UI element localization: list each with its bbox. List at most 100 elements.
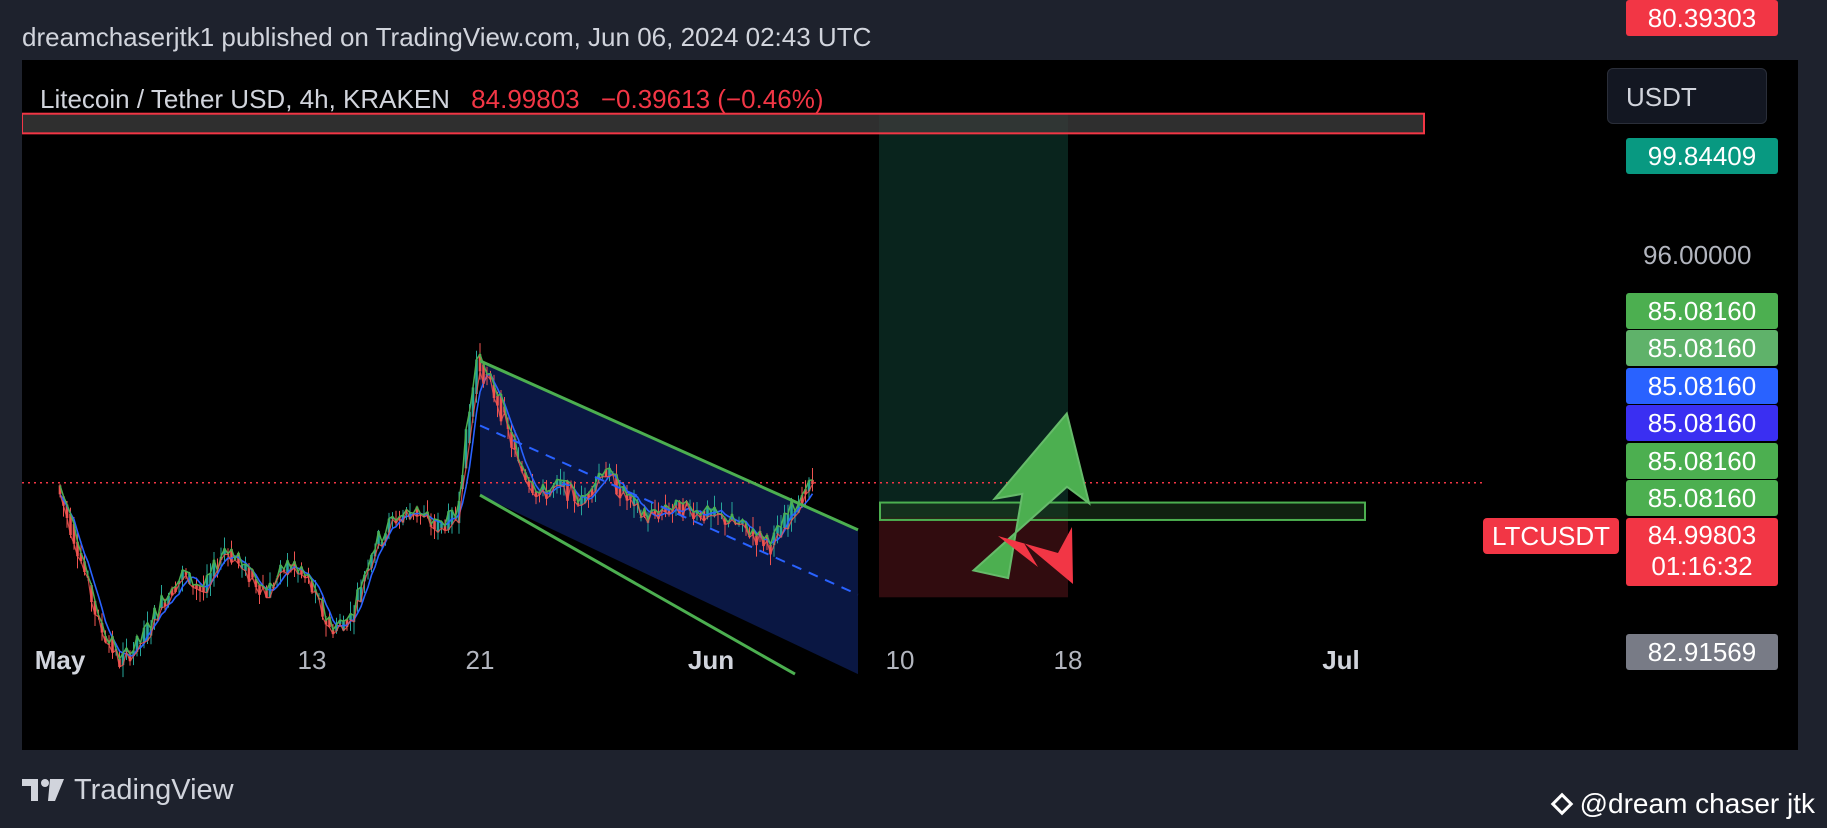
candle-body: [723, 517, 727, 525]
candle-body: [741, 519, 744, 525]
candle-body: [167, 595, 170, 604]
candle-body: [594, 483, 597, 491]
channel-midline-dashed: [479, 424, 859, 596]
candle-body: [580, 495, 583, 506]
candle-body: [293, 561, 296, 569]
symbol-legend[interactable]: Litecoin / Tether USD, 4h, KRAKEN 84.998…: [40, 84, 823, 115]
candle-body: [590, 488, 594, 496]
price-change: −0.39613 (−0.46%): [600, 84, 824, 114]
candle-body: [555, 479, 559, 486]
candle-body: [499, 393, 503, 422]
candle-body: [667, 508, 671, 515]
candle-body: [384, 533, 387, 541]
x-axis-tick: 21: [465, 645, 495, 675]
price-badge: 80.39303: [1626, 0, 1778, 36]
candle-body: [597, 473, 601, 479]
supertrend-line-green: [59, 352, 813, 661]
last-price: 84.99803: [471, 84, 580, 114]
candle-body: [58, 485, 62, 495]
candle-body: [247, 567, 251, 582]
candle-body: [489, 373, 492, 380]
candle-body: [678, 501, 681, 515]
x-axis-tick: Jun: [687, 645, 735, 675]
candle-body: [415, 506, 419, 517]
candle-body: [331, 629, 335, 635]
candle-body: [377, 531, 380, 545]
currency-button[interactable]: USDT: [1607, 68, 1767, 124]
candle-body: [300, 566, 303, 575]
x-axis-tick: Jul: [1322, 645, 1360, 675]
tradingview-brand[interactable]: TradingView: [22, 770, 234, 810]
candle-body: [286, 560, 289, 575]
candle-body: [510, 432, 513, 448]
candle-body: [93, 600, 97, 615]
price-badge: 85.08160: [1626, 443, 1778, 479]
price-badge: 85.08160: [1626, 368, 1778, 404]
candle-body: [615, 474, 618, 495]
candle-body: [83, 561, 86, 573]
price-badge: 85.08160: [1626, 480, 1778, 516]
candle-body: [359, 587, 363, 602]
candle-body: [545, 491, 548, 499]
ticker-label: LTCUSDT: [1483, 518, 1619, 554]
chart-area[interactable]: Litecoin / Tether USD, 4h, KRAKEN 84.998…: [22, 60, 1798, 750]
candle-body: [706, 505, 709, 518]
candle-body: [72, 524, 76, 544]
candle-body: [69, 513, 72, 536]
tradingview-logo-icon: [22, 779, 64, 801]
candle-body: [587, 493, 590, 498]
channel-upper-line: [479, 359, 859, 532]
candle-body: [604, 469, 608, 477]
candle-body: [450, 510, 454, 525]
candle-body: [475, 359, 478, 394]
price-badge: 85.08160: [1626, 405, 1778, 441]
x-axis-tick: 10: [885, 645, 915, 675]
candle-body: [349, 613, 352, 621]
candle-body: [328, 616, 331, 628]
candle-body: [422, 514, 426, 517]
candle-body: [303, 575, 307, 578]
price-chart[interactable]: [22, 60, 1798, 750]
candle-body: [531, 482, 534, 494]
price-badge: 99.84409: [1626, 138, 1778, 174]
candle-body: [104, 636, 107, 643]
candle-body: [181, 569, 184, 580]
candle-body: [177, 580, 181, 585]
candle-body: [170, 588, 174, 596]
candle-body: [335, 624, 338, 632]
candle-body: [90, 585, 93, 603]
candle-body: [513, 438, 517, 450]
candle-body: [629, 494, 632, 499]
candle-body: [142, 627, 146, 643]
candle-body: [527, 480, 531, 487]
candle-body: [265, 590, 268, 598]
candle-body: [212, 559, 216, 577]
brand-name: TradingView: [74, 773, 234, 806]
candle-body: [769, 545, 772, 555]
candle-body: [135, 636, 139, 652]
candle-body: [198, 585, 202, 591]
candle-body: [772, 532, 776, 546]
watermark-text: @dream chaser jtk: [1579, 788, 1815, 819]
candle-body: [804, 489, 807, 495]
candle-body: [730, 513, 734, 520]
candle-body: [622, 486, 625, 492]
candle-body: [538, 492, 541, 495]
candle-body: [496, 395, 499, 406]
candle-body: [552, 485, 555, 489]
candle-body: [244, 564, 247, 571]
candle-body: [380, 541, 384, 547]
candle-body: [321, 599, 324, 617]
candle-body: [258, 584, 261, 595]
candle-body: [433, 519, 436, 530]
candle-body: [573, 489, 576, 502]
candle-body: [363, 574, 366, 582]
candle-body: [461, 475, 464, 490]
candle-body: [762, 539, 765, 547]
candle-body: [464, 429, 468, 469]
candle-body: [492, 384, 496, 399]
candle-body: [345, 619, 349, 627]
resistance-zone: [22, 112, 1425, 135]
descending-channel-fill: [480, 360, 858, 675]
candle-body: [583, 496, 587, 503]
